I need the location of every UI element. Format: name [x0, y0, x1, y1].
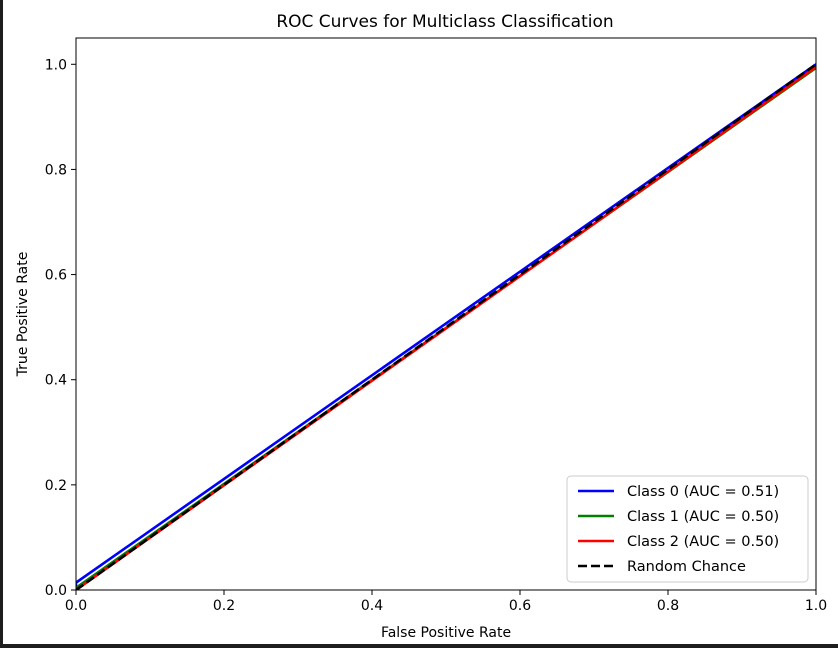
y-tick-label: 0.8	[45, 162, 67, 178]
window-left-border	[0, 0, 3, 648]
x-tick-label: 0.0	[65, 598, 87, 614]
x-axis: 0.0 0.2 0.4 0.6 0.8 1.0	[65, 590, 827, 614]
legend-box	[566, 475, 809, 583]
plot-border	[75, 37, 817, 591]
x-axis-label: False Positive Rate	[381, 625, 511, 641]
legend-label-0: Class 0 (AUC = 0.51)	[627, 484, 779, 500]
legend-label-2: Class 2 (AUC = 0.50)	[627, 534, 779, 550]
y-tick-label: 0.0	[45, 583, 67, 599]
x-tick-label: 0.4	[361, 598, 383, 614]
chart-title: ROC Curves for Multiclass Classification	[276, 12, 613, 32]
y-tick-label: 0.6	[45, 268, 67, 284]
legend: Class 0 (AUC = 0.51) Class 1 (AUC = 0.50)…	[566, 475, 809, 583]
legend-label-3: Random Chance	[627, 559, 746, 575]
y-axis: 0.0 0.2 0.4 0.6 0.8 1.0	[45, 57, 76, 599]
series-line-0	[76, 63, 816, 590]
y-tick-label: 0.2	[45, 478, 67, 494]
y-tick-label: 0.4	[45, 373, 67, 389]
x-tick-label: 0.6	[509, 598, 531, 614]
x-tick-label: 0.2	[213, 598, 235, 614]
x-tick-label: 1.0	[805, 598, 827, 614]
window-bottom-border	[0, 644, 838, 648]
x-tick-label: 0.8	[657, 598, 679, 614]
series-line-3	[76, 63, 816, 590]
y-tick-label: 1.0	[45, 57, 67, 73]
y-axis-label: True Positive Rate	[15, 252, 31, 378]
legend-label-1: Class 1 (AUC = 0.50)	[627, 509, 779, 525]
series-layer	[76, 63, 816, 590]
